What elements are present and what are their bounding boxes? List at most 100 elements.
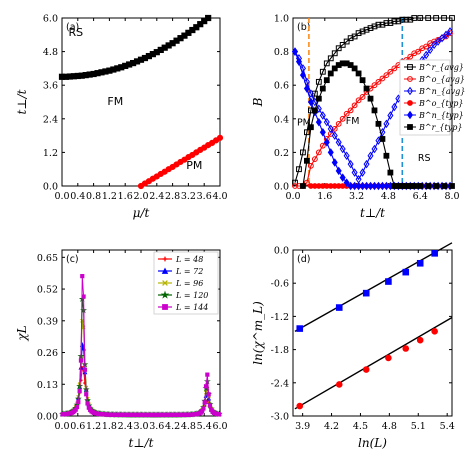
data-point — [362, 366, 370, 373]
data-point — [355, 70, 362, 77]
data-point — [375, 120, 382, 127]
data-point — [423, 43, 430, 50]
data-point — [367, 181, 374, 191]
data-point — [347, 35, 354, 42]
data-point — [362, 289, 370, 297]
data-point — [383, 72, 390, 79]
data-point — [203, 384, 209, 389]
data-point — [343, 38, 350, 45]
data-point — [371, 23, 378, 30]
data-point — [296, 325, 304, 332]
region-label: PM — [186, 159, 202, 172]
data-point — [383, 20, 390, 26]
data-point — [371, 107, 378, 114]
y-tick-label: 1.0 — [274, 14, 289, 25]
legend-entry: L = 96 — [175, 279, 203, 288]
data-point — [217, 412, 222, 417]
data-point — [331, 158, 338, 167]
data-point — [439, 33, 446, 43]
data-point — [375, 21, 382, 28]
region-label: FM — [346, 116, 360, 127]
data-point — [411, 15, 418, 21]
data-point — [449, 15, 455, 21]
data-point — [379, 21, 386, 28]
data-point — [347, 62, 354, 68]
data-point — [403, 16, 410, 23]
data-point — [216, 134, 224, 141]
data-point — [363, 26, 370, 33]
data-point — [319, 68, 326, 75]
legend-entry: B^n_{typ} — [418, 111, 464, 120]
data-point — [319, 142, 326, 149]
data-point — [407, 16, 414, 23]
data-point — [371, 144, 378, 154]
data-point — [343, 151, 350, 161]
data-point — [433, 15, 440, 21]
x-tick-label: 3.2 — [349, 191, 364, 202]
legend-marker — [162, 256, 168, 262]
panel-d: 3.9 4.2 4.5 4.8 5.1 5.4 -3.0 -2.4 -1.8 -1.2 -0.6 0.… — [251, 242, 455, 450]
x-tick-label: 3.2 — [181, 191, 196, 202]
data-point — [304, 179, 310, 186]
y-tick-label: 0.8 — [274, 47, 289, 58]
x-tick-label: 2.8 — [165, 191, 180, 202]
data-point — [307, 89, 314, 98]
fit-line — [294, 242, 453, 332]
x-axis-label: t⊥/t — [360, 206, 385, 220]
y-axis-label: χL — [15, 325, 29, 341]
x-tick-label: 6.4 — [413, 191, 428, 202]
data-point — [351, 181, 358, 191]
y-tick-label: 2.4 — [43, 114, 58, 125]
data-point — [367, 151, 374, 161]
x-tick-label: 0.0 — [54, 421, 69, 432]
x-tick-label: 4.5 — [353, 421, 368, 432]
data-point — [207, 403, 213, 408]
x-tick-label: 8.0 — [444, 191, 459, 202]
data-point — [295, 57, 302, 66]
data-point — [367, 25, 374, 31]
x-tick-label: 4.8 — [382, 421, 397, 432]
legend-marker — [407, 76, 413, 82]
fit-line — [294, 316, 453, 410]
legend-entry: L = 120 — [175, 291, 208, 300]
legend-entry: B^o_{typ} — [418, 99, 463, 108]
data-point — [335, 381, 343, 388]
y-tick-label: 3.6 — [43, 81, 58, 92]
data-point — [359, 77, 366, 84]
y-tick-label: 0.52 — [37, 285, 58, 296]
y-tick-label: 0.6 — [274, 81, 289, 92]
data-point — [363, 159, 370, 169]
y-tick-label: 0.2 — [274, 148, 289, 159]
x-tick-label: 1.8 — [102, 421, 117, 432]
data-point — [82, 367, 88, 372]
x-tick-label: 5.4 — [440, 421, 455, 432]
region-label: RS — [69, 26, 84, 39]
data-point — [331, 131, 338, 140]
data-point — [387, 20, 394, 26]
y-tick-label: -3.0 — [271, 412, 289, 423]
data-point — [343, 178, 350, 187]
region-label: FM — [107, 95, 123, 108]
x-axis-label: t⊥/t — [129, 436, 154, 450]
data-point — [379, 75, 386, 82]
data-point — [300, 183, 306, 189]
data-point — [292, 183, 298, 189]
legend-entry: L = 48 — [175, 255, 203, 264]
data-point — [304, 157, 310, 164]
data-point — [423, 50, 430, 60]
x-tick-label: 3.0 — [133, 421, 148, 432]
data-point — [416, 259, 424, 267]
data-point — [351, 33, 358, 40]
data-point — [319, 127, 326, 137]
data-point — [347, 159, 354, 169]
data-point — [416, 336, 424, 344]
y-tick-label: 0.39 — [37, 316, 58, 327]
data-point — [85, 401, 90, 406]
x-tick-label: 4.8 — [181, 421, 196, 432]
x-tick-label: 2.0 — [133, 191, 148, 202]
data-point — [307, 124, 314, 131]
x-tick-label: 2.4 — [118, 421, 133, 432]
data-point — [205, 14, 212, 22]
data-point — [441, 183, 447, 189]
